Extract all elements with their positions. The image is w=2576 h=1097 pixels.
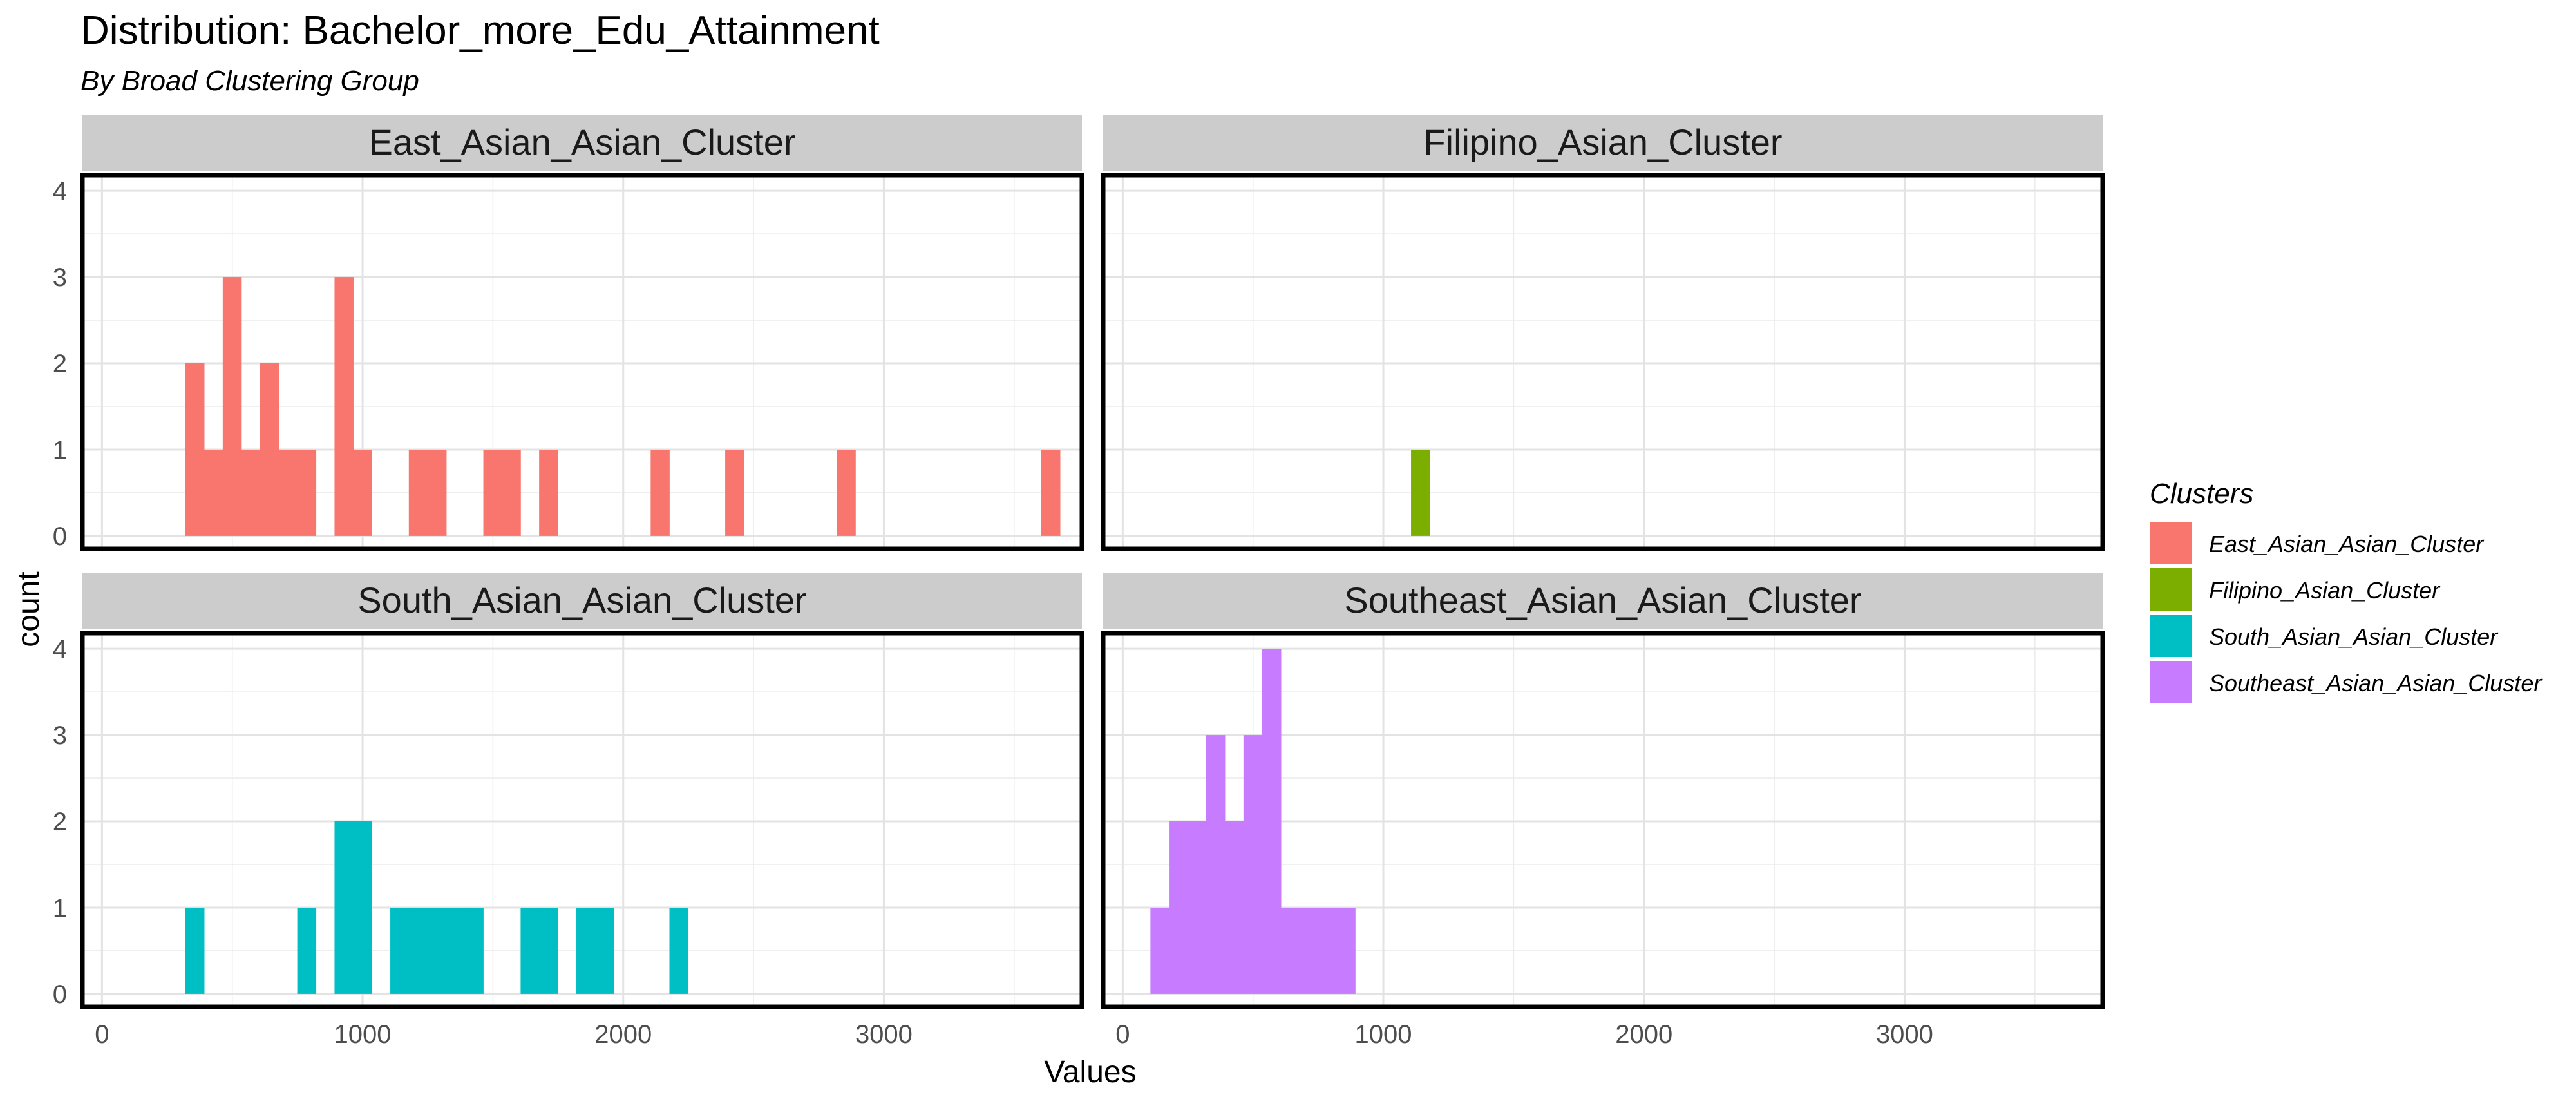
histogram-bar	[502, 449, 521, 536]
histogram-bar	[353, 821, 372, 994]
legend-label: South_Asian_Asian_Cluster	[2209, 624, 2499, 650]
panel-border	[80, 631, 1084, 1009]
y-tick-label: 2	[53, 808, 67, 836]
histogram-bar	[427, 907, 447, 994]
y-tick-label: 0	[53, 522, 67, 551]
facet-east-asian-asian-cluster: East_Asian_Asian_Cluster 0 1 2 3 4	[53, 115, 1084, 551]
histogram-bar	[408, 449, 428, 536]
y-tick-label: 2	[53, 350, 67, 378]
facet-south-asian-asian-cluster: South_Asian_Asian_Cluster 0 1 2 3 4 0 1000 2000 3…	[53, 573, 1084, 1049]
legend-key	[2150, 615, 2192, 657]
histogram-bar	[1243, 735, 1263, 994]
facet-panels: East_Asian_Asian_Cluster 0 1 2 3 4 Filipino_As…	[53, 115, 2105, 1049]
y-tick-label: 1	[53, 436, 67, 464]
histogram-bar	[204, 449, 223, 536]
histogram-bar	[1318, 907, 1338, 994]
histogram-bar	[297, 907, 317, 994]
x-tick-label: 3000	[1876, 1020, 1933, 1049]
x-axis-label: Values	[1044, 1055, 1136, 1089]
histogram-bar	[1299, 907, 1319, 994]
legend-key	[2150, 522, 2192, 564]
legend-key	[2150, 568, 2192, 611]
histogram-bar	[576, 907, 596, 994]
facet-filipino-asian-cluster: Filipino_Asian_Cluster	[1101, 115, 2105, 551]
histogram-bar	[1411, 449, 1430, 536]
x-tick-label: 2000	[1615, 1020, 1672, 1049]
legend-items: East_Asian_Asian_Cluster Filipino_Asian_C…	[2150, 522, 2543, 703]
histogram-bar	[1225, 821, 1244, 994]
chart-title: Distribution: Bachelor_more_Edu_Attainme…	[80, 8, 880, 53]
histogram-bar	[464, 907, 484, 994]
histogram-bar	[1336, 907, 1356, 994]
histogram-bar	[1262, 649, 1282, 994]
facet-southeast-asian-asian-cluster: Southeast_Asian_Asian_Cluster 0 1000 2000 30…	[1101, 573, 2105, 1049]
x-tick-label: 2000	[594, 1020, 652, 1049]
x-tick-label: 0	[1115, 1020, 1130, 1049]
histogram-bar	[297, 449, 317, 536]
histogram-bar	[408, 907, 428, 994]
facet-strip	[1103, 115, 2103, 171]
histogram-bar	[1188, 821, 1207, 994]
panel-border	[80, 173, 1084, 551]
histogram-bar	[1169, 821, 1188, 994]
histogram-bar	[1280, 907, 1300, 994]
histogram-bar	[1206, 735, 1226, 994]
y-tick-label: 4	[53, 635, 67, 663]
histogram-bar	[185, 363, 205, 536]
x-tick-label: 3000	[855, 1020, 913, 1049]
y-axis-label: count	[12, 571, 46, 647]
facet-strip-label: South_Asian_Asian_Cluster	[357, 580, 806, 620]
panel-border	[1101, 173, 2105, 551]
histogram-bar	[837, 449, 856, 536]
histogram-bar	[539, 907, 558, 994]
histogram-bar	[390, 907, 410, 994]
histogram-bar	[185, 907, 205, 994]
histogram-bar	[594, 907, 614, 994]
histogram-bar	[725, 449, 744, 536]
histogram-bar	[278, 449, 298, 536]
y-tick-label: 1	[53, 894, 67, 922]
legend-label: East_Asian_Asian_Cluster	[2209, 531, 2485, 557]
y-tick-label: 4	[53, 177, 67, 205]
x-tick-label: 1000	[1355, 1020, 1412, 1049]
panel-border	[1101, 631, 2105, 1009]
legend-label: Filipino_Asian_Cluster	[2209, 577, 2441, 604]
histogram-bar	[427, 449, 447, 536]
histogram-bar	[520, 907, 540, 994]
y-tick-label: 3	[53, 721, 67, 750]
histogram-bar	[222, 277, 242, 536]
x-tick-label: 1000	[334, 1020, 392, 1049]
histogram-bar	[446, 907, 466, 994]
histogram-bar	[1150, 907, 1170, 994]
facet-strip	[1103, 573, 2103, 629]
histogram-bar	[1041, 449, 1061, 536]
histogram-bar	[334, 821, 354, 994]
x-tick-label: 0	[95, 1020, 109, 1049]
histogram-bar	[483, 449, 503, 536]
facet-strip	[82, 573, 1082, 629]
histogram-bar	[539, 449, 558, 536]
facet-strip	[82, 115, 1082, 171]
y-tick-label: 3	[53, 263, 67, 292]
histogram-bar	[260, 363, 279, 536]
histogram-bar	[669, 907, 688, 994]
chart-subtitle: By Broad Clustering Group	[80, 65, 419, 97]
legend-label: Southeast_Asian_Asian_Cluster	[2209, 670, 2543, 696]
histogram-bar	[650, 449, 670, 536]
histogram-bar	[241, 449, 261, 536]
legend-key	[2150, 661, 2192, 703]
legend: Clusters East_Asian_Asian_Cluster Filipin…	[2150, 478, 2543, 703]
histogram-bar	[334, 277, 354, 536]
histogram-bar	[353, 449, 372, 536]
facet-strip-label: Filipino_Asian_Cluster	[1423, 122, 1782, 162]
legend-title: Clusters	[2150, 478, 2253, 510]
facet-strip-label: East_Asian_Asian_Cluster	[368, 122, 795, 162]
facet-strip-label: Southeast_Asian_Asian_Cluster	[1344, 580, 1861, 620]
y-tick-label: 0	[53, 980, 67, 1009]
